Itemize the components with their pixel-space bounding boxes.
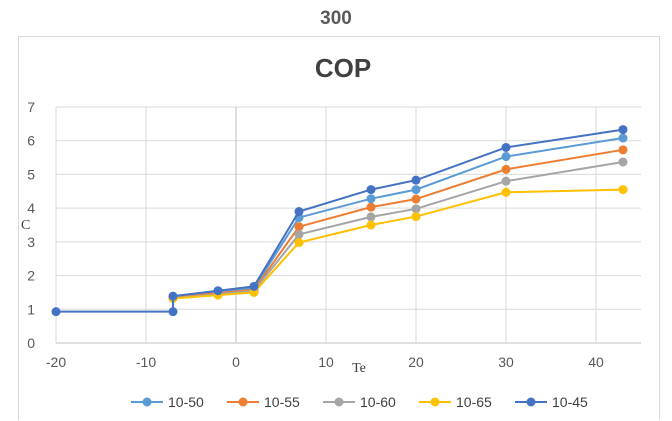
y-tick-label: 5	[27, 166, 35, 182]
data-point-10-45	[366, 185, 376, 195]
tick-labels: 0 1 2 3 4 5 6 7 -20 -10 0 10 20 30 40	[27, 99, 604, 370]
legend-marker	[334, 397, 344, 407]
chart-title: COP	[315, 53, 371, 83]
x-tick-label: 0	[232, 354, 240, 370]
data-point-10-45	[51, 307, 61, 317]
data-point-10-45	[294, 207, 304, 217]
x-tick-label: 10	[318, 354, 334, 370]
legend: 10-50 10-55 10-60 10-65 10-45	[131, 394, 588, 410]
data-point-10-45	[168, 291, 178, 301]
y-tick-label: 2	[27, 268, 35, 284]
data-point-10-55	[366, 202, 376, 212]
data-point-10-45	[249, 281, 259, 291]
series-lines	[51, 125, 628, 317]
data-point-10-45	[168, 307, 178, 317]
data-point-10-60	[294, 229, 304, 239]
x-tick-label: 20	[408, 354, 424, 370]
data-point-10-60	[366, 212, 376, 222]
legend-marker	[142, 397, 152, 407]
y-tick-label: 0	[27, 335, 35, 351]
y-tick-label: 7	[27, 99, 35, 115]
data-point-10-65	[411, 212, 421, 222]
data-point-10-50	[411, 185, 421, 195]
x-tick-label: -10	[136, 354, 156, 370]
y-tick-label: 1	[27, 301, 35, 317]
legend-label: 10-45	[552, 394, 588, 410]
data-point-10-55	[501, 164, 511, 174]
data-point-10-65	[294, 238, 304, 248]
legend-label: 10-50	[168, 394, 204, 410]
data-point-10-65	[366, 220, 376, 230]
data-point-10-60	[618, 157, 628, 167]
data-point-10-50	[366, 194, 376, 204]
legend-marker	[238, 397, 248, 407]
legend-label: 10-55	[264, 394, 300, 410]
data-point-10-45	[411, 175, 421, 185]
y-tick-label: 6	[27, 133, 35, 149]
axes	[56, 107, 641, 344]
chart-area: 0 1 2 3 4 5 6 7 -20 -10 0 10 20 30 40 COP C Te 10-50 10…	[18, 36, 660, 420]
data-point-10-60	[501, 176, 511, 186]
data-point-10-55	[618, 145, 628, 155]
data-point-10-45	[213, 286, 223, 296]
x-axis-label: Te	[352, 361, 366, 376]
data-point-10-65	[501, 187, 511, 197]
y-tick-label: 4	[27, 200, 35, 216]
series-line-10-65	[172, 188, 624, 300]
data-point-10-50	[501, 152, 511, 162]
data-point-10-45	[618, 125, 628, 135]
legend-label: 10-65	[456, 394, 492, 410]
chart-caption: 300	[320, 8, 352, 29]
data-point-10-55	[294, 222, 304, 232]
x-tick-label: 40	[588, 354, 604, 370]
y-axis-label: C	[21, 218, 30, 233]
series-line-10-50	[172, 137, 624, 298]
legend-marker	[430, 397, 440, 407]
data-point-10-65	[618, 185, 628, 195]
data-point-10-55	[411, 194, 421, 204]
series-line-10-55	[172, 148, 624, 299]
y-tick-label: 3	[27, 234, 35, 250]
legend-label: 10-60	[360, 394, 396, 410]
legend-marker	[526, 397, 536, 407]
gridlines	[55, 106, 641, 343]
x-tick-label: -20	[46, 354, 66, 370]
series-line-10-60	[172, 160, 624, 300]
x-tick-label: 30	[498, 354, 514, 370]
data-point-10-45	[501, 142, 511, 152]
data-point-10-50	[618, 133, 628, 143]
series-line-10-45	[56, 128, 624, 313]
data-point-10-60	[411, 204, 421, 214]
